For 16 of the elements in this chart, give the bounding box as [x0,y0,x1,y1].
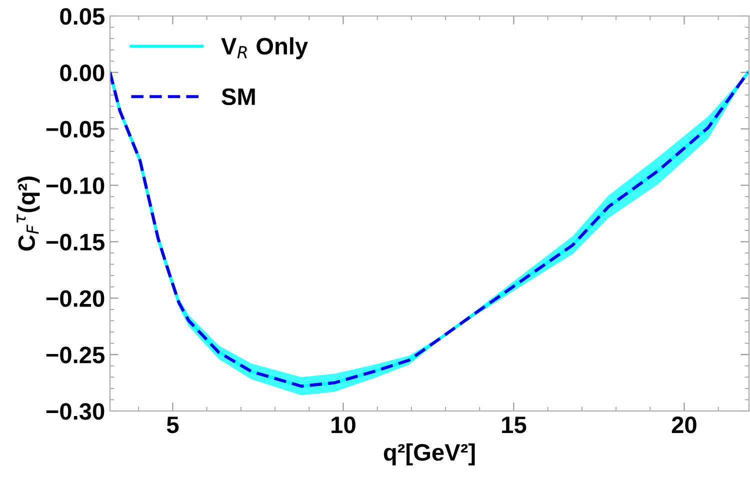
y-tick-label: −0.10 [46,177,104,194]
y-tick-label: −0.30 [46,403,104,420]
x-tick-label: 20 [672,416,696,434]
y-axis-title: C$_{F}$$^{τ}$(q²) [16,176,40,251]
x-tick-label: 5 [166,416,179,434]
x-tick-label: 15 [502,416,526,434]
legend-label: V$_{R}$ Only [221,37,308,60]
y-tick-label: 0.00 [60,64,104,82]
y-tick-label: 0.05 [60,8,104,25]
y-tick-label: −0.15 [46,234,104,250]
y-tick-label: −0.25 [46,346,104,364]
x-tick-label: 10 [332,416,356,434]
y-tick-label: −0.20 [46,290,104,307]
legend-label: SM [222,88,255,106]
y-tick-label: −0.05 [46,120,104,138]
x-axis-title: q²[GeV²] [384,443,475,466]
